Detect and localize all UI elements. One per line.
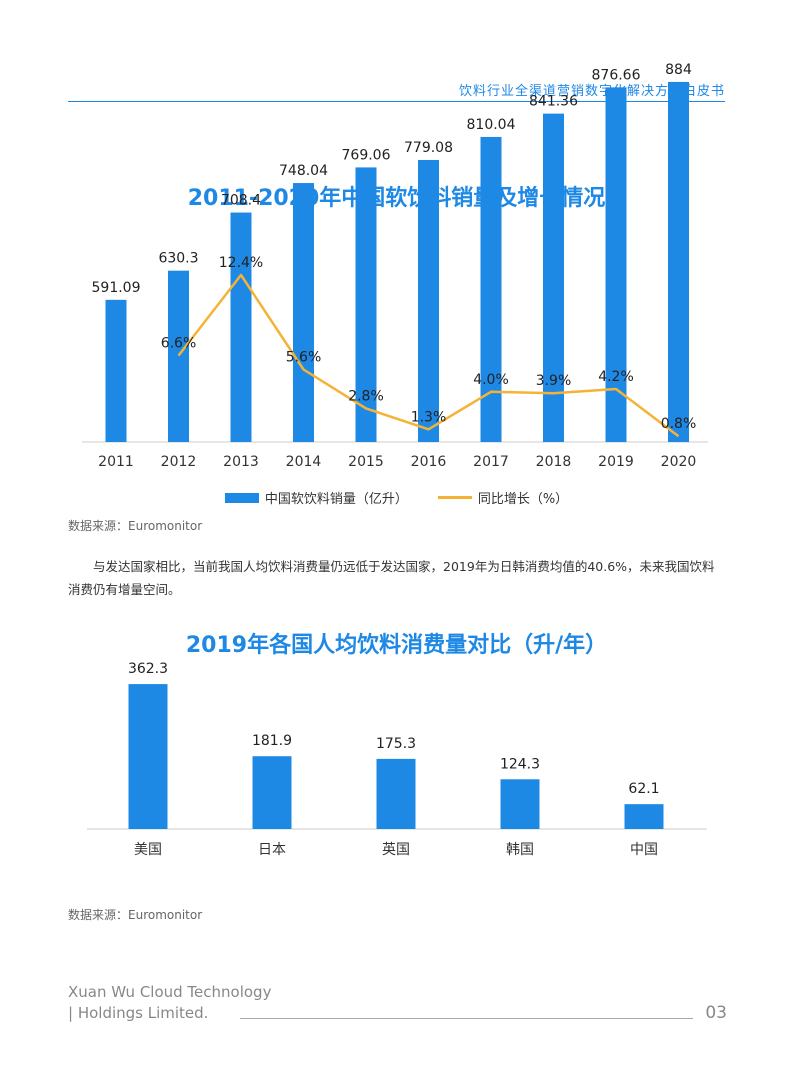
- sales-bar: [105, 299, 127, 442]
- year-tick-label: 2020: [661, 454, 697, 470]
- growth-value-label: 6.6%: [161, 336, 197, 352]
- consumption-bar: [252, 756, 292, 829]
- legend-label-sales: 中国软饮料销量（亿升）: [264, 492, 408, 507]
- sales-value-label: 630.3: [158, 251, 198, 267]
- sales-bar: [230, 212, 252, 442]
- year-tick-label: 2019: [598, 454, 634, 470]
- country-tick-label: 韩国: [506, 842, 534, 858]
- sales-value-label: 769.06: [342, 147, 391, 163]
- growth-value-label: 3.9%: [536, 373, 572, 389]
- sales-growth-chart: 591.09 2011 630.3 2012 708.4 2013 748.04 2014 76…: [82, 62, 708, 470]
- sales-bar: [480, 136, 502, 442]
- growth-value-label: 4.2%: [598, 369, 634, 385]
- header-divider: [68, 101, 725, 102]
- chart1-source: 数据来源：Euromonitor: [68, 519, 203, 533]
- per-capita-consumption-chart: 362.3 美国 181.9 日本 175.3 英国 124.3 韩国 62.1 中国: [87, 661, 707, 858]
- year-tick-label: 2012: [161, 454, 197, 470]
- growth-value-label: 1.3%: [411, 409, 447, 425]
- year-tick-label: 2018: [536, 454, 572, 470]
- legend-item-sales: 中国软饮料销量（亿升）: [224, 488, 408, 507]
- growth-value-label: 4.0%: [473, 372, 509, 388]
- consumption-bar: [500, 779, 540, 829]
- document-header-title: 饮料行业全渠道营销数字化解决方案白皮书: [458, 84, 725, 99]
- sales-value-label: 876.66: [592, 67, 641, 83]
- chart1-title: 2011-2020年中国软饮料销量及增长情况: [187, 186, 606, 211]
- consumption-value-label: 362.3: [128, 661, 168, 677]
- year-tick-label: 2014: [286, 454, 322, 470]
- consumption-bar: [624, 804, 664, 829]
- sales-value-label: 841.36: [529, 94, 578, 110]
- sales-value-label: 708.4: [221, 193, 261, 209]
- consumption-bar: [376, 758, 416, 829]
- sales-value-label: 748.04: [279, 163, 328, 179]
- sales-bar: [293, 183, 314, 443]
- country-tick-label: 英国: [382, 841, 410, 858]
- growth-value-label: 5.6%: [286, 350, 322, 366]
- sales-value-label: 884: [665, 62, 692, 78]
- chart2-title: 2019年各国人均饮料消费量对比（升/年）: [185, 633, 608, 658]
- footer-company-line2: | Holdings Limited.: [68, 1004, 209, 1022]
- consumption-bar: [128, 684, 168, 829]
- consumption-value-label: 175.3: [376, 736, 416, 752]
- legend-line-swatch: [437, 496, 472, 499]
- sales-bar: [668, 81, 689, 443]
- sales-bar: [168, 270, 189, 442]
- sales-bar: [355, 167, 377, 442]
- year-tick-label: 2013: [223, 454, 259, 470]
- growth-value-label: 0.8%: [661, 416, 697, 432]
- footer-company-line1: Xuan Wu Cloud Technology: [68, 983, 272, 1001]
- consumption-value-label: 62.1: [628, 781, 659, 797]
- sales-bar: [418, 159, 439, 442]
- sales-value-label: 779.08: [404, 140, 453, 156]
- footer-divider: [240, 1018, 693, 1019]
- country-tick-label: 日本: [258, 842, 286, 858]
- growth-value-label: 2.8%: [348, 388, 384, 404]
- year-tick-label: 2015: [348, 454, 384, 470]
- sales-value-label: 591.09: [92, 280, 141, 296]
- page-number: 03: [705, 1003, 727, 1023]
- growth-value-label: 12.4%: [219, 255, 263, 271]
- country-tick-label: 中国: [630, 842, 658, 858]
- consumption-value-label: 124.3: [500, 756, 540, 772]
- chart1-legend: 中国软饮料销量（亿升） 同比增长（%）: [0, 488, 793, 507]
- consumption-value-label: 181.9: [252, 733, 292, 749]
- sales-bar: [543, 113, 564, 442]
- legend-item-growth: 同比增长（%）: [437, 488, 569, 507]
- sales-bar: [605, 87, 627, 442]
- year-tick-label: 2016: [411, 454, 447, 470]
- country-tick-label: 美国: [134, 842, 162, 858]
- growth-line: [177, 273, 680, 438]
- legend-bar-swatch: [224, 492, 259, 503]
- footer-company: Xuan Wu Cloud Technology | Holdings Limi…: [68, 982, 271, 1024]
- year-tick-label: 2017: [473, 454, 509, 470]
- sales-value-label: 810.04: [467, 117, 516, 133]
- body-paragraph: 与发达国家相比，当前我国人均饮料消费量仍远低于发达国家，2019年为日韩消费均值…: [68, 559, 715, 597]
- year-tick-label: 2011: [98, 454, 134, 470]
- chart2-source: 数据来源：Euromonitor: [68, 908, 203, 922]
- legend-label-growth: 同比增长（%）: [477, 492, 569, 507]
